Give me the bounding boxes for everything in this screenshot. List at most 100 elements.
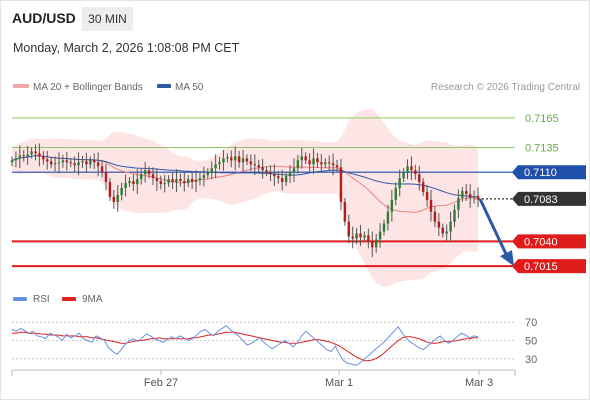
rsi-tick-70: 70 [525, 317, 537, 329]
candle [414, 164, 417, 180]
ma50-legend-label: MA 50 [175, 82, 204, 93]
candle [38, 143, 41, 167]
credit-text: Research © 2026 Trading Central [431, 82, 580, 93]
candle-body [316, 158, 319, 163]
candle-body [65, 160, 69, 163]
rsi-9ma-line [12, 331, 478, 362]
candle [151, 167, 155, 186]
candle [198, 172, 202, 186]
candle-body [241, 158, 245, 163]
candle-body [343, 201, 347, 222]
candle [402, 168, 405, 183]
candle [355, 228, 358, 244]
candle-body [206, 172, 210, 176]
candle-body [151, 174, 155, 179]
candle [26, 146, 29, 165]
candle [280, 169, 284, 191]
candle [382, 219, 386, 236]
candles [10, 143, 480, 258]
candle [49, 157, 53, 169]
rsi-tick-50: 50 [525, 336, 537, 348]
candle-body [198, 178, 202, 181]
candle-body [449, 221, 452, 232]
x-tick-label: Mar 1 [325, 377, 353, 389]
ma20-legend-swatch [13, 84, 29, 88]
ma20-legend-label: MA 20 + Bollinger Bands [33, 82, 143, 93]
candle-body [304, 156, 307, 161]
candle [77, 152, 80, 176]
candle-body [433, 211, 437, 222]
candle [378, 223, 382, 248]
candle [218, 156, 221, 170]
candle-body [347, 221, 350, 237]
timeframe-badge[interactable]: 30 MIN [82, 7, 133, 31]
candle [425, 185, 429, 207]
candle [386, 204, 390, 231]
forecast-arrow [478, 198, 514, 267]
candle-body [284, 176, 288, 183]
candle [429, 189, 433, 222]
candle [53, 156, 57, 172]
level-label-0.7083: 0.7083 [524, 194, 558, 206]
candle-body [453, 209, 456, 222]
candle [222, 149, 225, 171]
candle [461, 187, 464, 202]
candle [245, 154, 249, 166]
candle-body [359, 233, 362, 238]
candle [136, 169, 139, 194]
candle-body [312, 158, 315, 165]
candle-body [292, 168, 296, 173]
candle [406, 159, 409, 180]
candle [89, 156, 92, 169]
candle [374, 233, 378, 253]
candle [300, 147, 303, 169]
candle [187, 175, 190, 188]
candle [269, 165, 272, 182]
candle-body [414, 170, 417, 175]
candle [206, 168, 210, 180]
candle [116, 185, 119, 212]
candle-body [18, 155, 22, 159]
candle-body [143, 170, 147, 175]
candle-body [116, 194, 119, 202]
arrow-head [500, 250, 514, 267]
candle-body [324, 162, 327, 165]
candle [155, 168, 159, 191]
candle-body [382, 223, 386, 232]
candle-body [465, 190, 468, 194]
candle-body [128, 181, 131, 184]
candle-body [57, 162, 61, 164]
candle-body [418, 174, 421, 183]
bollinger-band [12, 109, 478, 287]
candle [465, 184, 468, 201]
bollinger-band-area [12, 109, 478, 287]
candle-body [327, 162, 331, 164]
candle [472, 190, 476, 204]
candle-body [468, 193, 472, 198]
candle [30, 147, 33, 159]
candle-body [429, 199, 433, 212]
candle-body [34, 151, 37, 154]
x-tick-label: Feb 27 [144, 377, 178, 389]
candle [85, 152, 88, 173]
candle-body [226, 157, 229, 159]
candle [331, 153, 335, 176]
candle-body [136, 179, 139, 185]
candle [34, 144, 37, 161]
candle [112, 189, 116, 209]
candle-body [175, 179, 178, 183]
candle-body [386, 211, 390, 224]
ma50-legend-swatch [157, 84, 171, 88]
candle [316, 152, 319, 168]
candle-body [476, 195, 480, 199]
candle [190, 172, 194, 190]
price-levels [12, 117, 515, 268]
candle [347, 214, 350, 244]
candle-body [187, 179, 190, 184]
candle-body [120, 188, 123, 195]
candle [457, 189, 460, 219]
level-tag-0.7015 [512, 259, 586, 274]
candle [359, 225, 362, 246]
candle-body [26, 154, 29, 157]
rsi9ma-legend-label: 9MA [82, 294, 103, 305]
